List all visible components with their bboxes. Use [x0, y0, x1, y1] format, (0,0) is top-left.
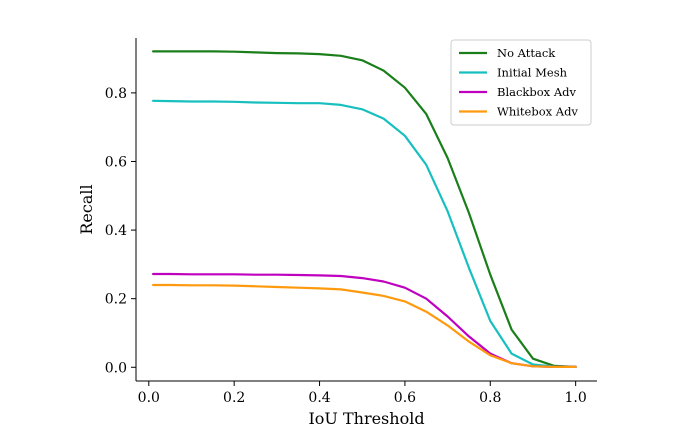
y-tick-label: 0.4 — [105, 223, 127, 239]
series-lines — [152, 50, 577, 368]
x-tick-label: 0.4 — [308, 390, 330, 406]
legend-frame — [450, 39, 592, 126]
x-tick-label: 0.0 — [138, 390, 160, 406]
legend-label-blackbox-adv: Blackbox Adv — [497, 85, 576, 99]
legend-label-no-attack: No Attack — [497, 46, 556, 60]
series-line-initial-mesh — [152, 99, 577, 368]
x-ticks: 0.0 0.2 0.4 0.6 0.8 1.0 — [138, 381, 587, 406]
y-tick-label: 0.2 — [105, 292, 127, 308]
y-axis-title: Recall — [77, 184, 96, 234]
x-tick-label: 0.8 — [479, 390, 501, 406]
legend-label-initial-mesh: Initial Mesh — [497, 66, 568, 80]
y-ticks: 0.0 0.2 0.4 0.6 0.8 — [105, 86, 136, 376]
y-tick-label: 0.8 — [105, 86, 127, 102]
series-line-whitebox-adv — [152, 283, 577, 368]
series-line-no-attack — [152, 50, 577, 368]
x-tick-label: 0.6 — [394, 390, 416, 406]
legend: No Attack Initial Mesh Blackbox Adv Whitebo… — [450, 39, 592, 126]
x-tick-label: 1.0 — [565, 390, 587, 406]
x-axis-title: IoU Threshold — [308, 409, 424, 428]
y-tick-label: 0.0 — [105, 360, 127, 376]
legend-label-whitebox-adv: Whitebox Adv — [497, 105, 578, 119]
x-tick-label: 0.2 — [223, 390, 245, 406]
y-tick-label: 0.6 — [105, 154, 127, 170]
